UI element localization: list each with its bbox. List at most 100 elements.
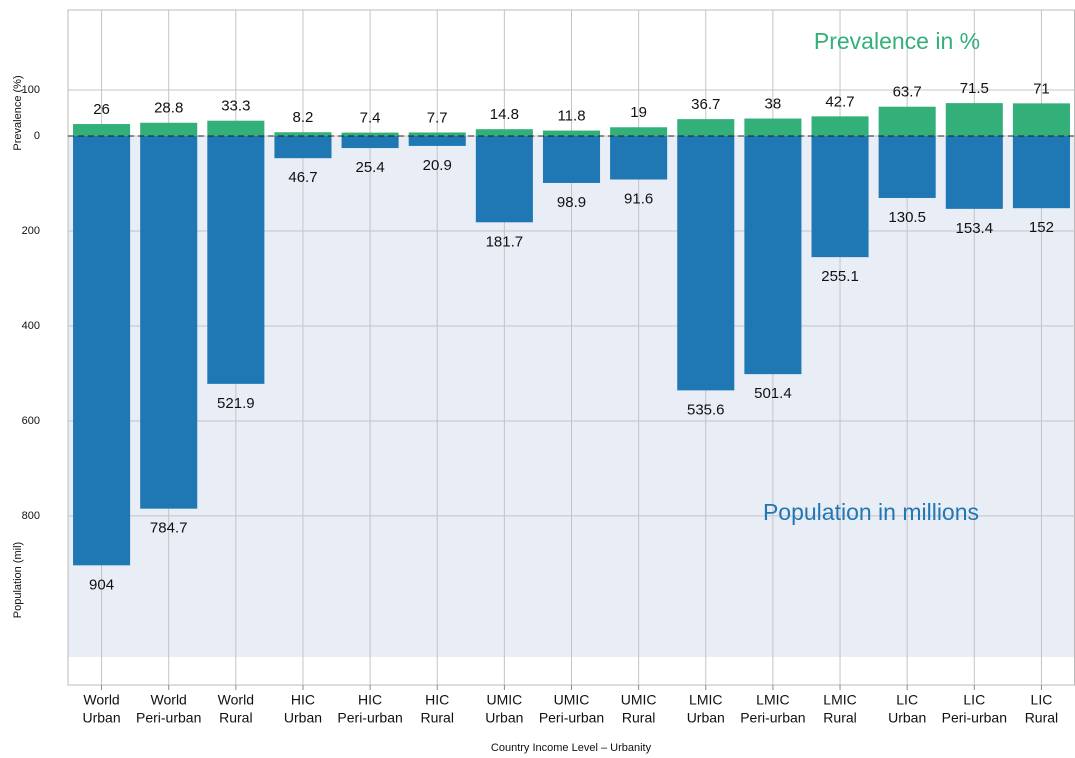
x-tick-label: HIC	[291, 692, 315, 708]
bar	[744, 136, 802, 375]
x-tick-label: UMIC	[621, 692, 657, 708]
x-tick-label: Peri-urban	[337, 710, 402, 726]
bar	[475, 136, 533, 223]
x-tick-label: Rural	[622, 710, 655, 726]
value-label: 7.7	[427, 109, 448, 126]
value-label: 153.4	[956, 220, 994, 237]
bar	[207, 120, 265, 136]
bar	[207, 136, 265, 384]
value-label: 71.5	[960, 80, 989, 97]
y-tick-label: 0	[34, 130, 40, 142]
bar	[408, 136, 466, 146]
value-label: 46.7	[288, 169, 317, 186]
value-label: 7.4	[360, 110, 381, 127]
series-label: Prevalence in %	[814, 28, 980, 54]
y-axis-label: Prevalence (%)	[12, 75, 24, 150]
bar	[341, 132, 399, 136]
x-tick-label: UMIC	[486, 692, 522, 708]
y2-tick-label: 800	[22, 510, 40, 522]
bar	[341, 136, 399, 149]
x-tick-label: LIC	[963, 692, 985, 708]
bar	[140, 136, 198, 509]
bar	[475, 129, 533, 136]
x-tick-label: Urban	[888, 710, 926, 726]
bar	[945, 136, 1003, 209]
x-tick-label: Rural	[1025, 710, 1058, 726]
value-label: 26	[93, 101, 110, 118]
value-label: 904	[89, 576, 114, 593]
bar	[878, 106, 936, 136]
value-label: 25.4	[355, 159, 384, 176]
bar	[140, 122, 198, 136]
x-tick-label: LMIC	[689, 692, 722, 708]
bar	[542, 136, 601, 183]
bar	[73, 124, 131, 136]
x-tick-label: HIC	[358, 692, 382, 708]
value-label: 784.7	[150, 520, 188, 537]
x-tick-label: UMIC	[554, 692, 590, 708]
x-tick-label: LMIC	[756, 692, 789, 708]
x-tick-label: World	[218, 692, 254, 708]
bar	[1012, 136, 1070, 209]
x-tick-label: Rural	[823, 710, 856, 726]
bar	[610, 127, 668, 136]
x-tick-label: Rural	[420, 710, 453, 726]
bar	[408, 132, 466, 136]
value-label: 521.9	[217, 395, 255, 412]
x-tick-label: Peri-urban	[740, 710, 805, 726]
bar	[542, 130, 601, 136]
value-label: 71	[1033, 80, 1050, 97]
value-label: 33.3	[221, 98, 250, 115]
value-label: 91.6	[624, 190, 653, 207]
value-label: 152	[1029, 219, 1054, 236]
value-label: 38	[765, 95, 782, 112]
x-tick-label: World	[83, 692, 119, 708]
x-tick-label: LMIC	[823, 692, 856, 708]
value-label: 36.7	[691, 96, 720, 113]
y2-tick-label: 600	[22, 415, 40, 427]
bar	[274, 132, 332, 136]
value-label: 28.8	[154, 100, 183, 117]
x-tick-label: Urban	[284, 710, 322, 726]
x-tick-label: HIC	[425, 692, 449, 708]
bar	[677, 136, 735, 391]
value-label: 8.2	[293, 109, 314, 126]
value-label: 19	[630, 104, 647, 121]
x-tick-label: Peri-urban	[136, 710, 201, 726]
x-tick-label: Urban	[485, 710, 523, 726]
y2-tick-label: 200	[22, 225, 40, 237]
x-axis-label: Country Income Level – Urbanity	[491, 742, 652, 754]
bar	[744, 118, 802, 136]
bar	[610, 136, 668, 180]
value-label: 63.7	[893, 84, 922, 101]
bar	[274, 136, 332, 159]
x-tick-label: LIC	[896, 692, 918, 708]
x-tick-label: Peri-urban	[942, 710, 1007, 726]
bar	[945, 103, 1003, 136]
x-tick-label: LIC	[1031, 692, 1053, 708]
x-tick-label: Peri-urban	[539, 710, 604, 726]
value-label: 501.4	[754, 385, 792, 402]
value-label: 181.7	[486, 233, 524, 250]
bar	[1012, 103, 1070, 136]
bar	[73, 136, 131, 566]
value-label: 14.8	[490, 106, 519, 123]
bar	[878, 136, 936, 198]
value-label: 98.9	[557, 194, 586, 211]
y2-axis-label: Population (mil)	[12, 542, 24, 618]
x-tick-label: World	[151, 692, 187, 708]
series-label: Population in millions	[763, 499, 979, 525]
value-label: 130.5	[888, 209, 926, 226]
x-tick-label: Rural	[219, 710, 252, 726]
value-label: 11.8	[557, 108, 585, 125]
y-tick-label: 100	[22, 84, 40, 96]
bar	[811, 136, 869, 258]
x-tick-label: Urban	[687, 710, 725, 726]
value-label: 255.1	[821, 268, 859, 285]
y2-tick-label: 400	[22, 320, 40, 332]
value-label: 20.9	[423, 157, 452, 174]
value-label: 42.7	[825, 93, 854, 110]
value-label: 535.6	[687, 401, 725, 418]
bar	[677, 119, 735, 136]
